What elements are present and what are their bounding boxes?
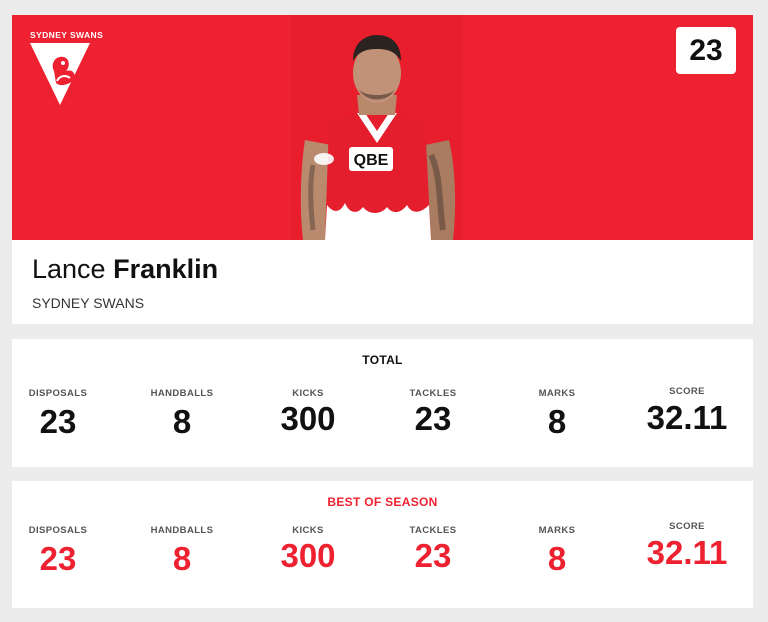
jersey-number-badge: 23: [676, 27, 736, 74]
total-stats-card: TOTAL DISPOSALS 23 HANDBALLS 8 KICKS 300…: [12, 339, 753, 467]
stat-value: 8: [547, 540, 567, 577]
stat-label: KICKS: [292, 388, 324, 399]
stat-label: TACKLES: [409, 525, 457, 536]
stat-label: SCORE: [669, 386, 705, 397]
stat-label: DISPOSALS: [28, 525, 88, 536]
stat-value: 23: [39, 403, 77, 440]
total-stat-disposals: DISPOSALS 23: [3, 388, 113, 438]
stat-value: 8: [172, 540, 192, 577]
stat-value: 8: [172, 403, 192, 440]
stat-label: SCORE: [669, 521, 705, 532]
team-logo: SYDNEY SWANS: [30, 30, 104, 105]
stat-value: 23: [39, 540, 77, 577]
player-last-name: Franklin: [113, 254, 219, 284]
best-stat-marks: MARKS 8: [502, 525, 612, 575]
stat-value: 8: [547, 403, 567, 440]
player-hero-banner: SYDNEY SWANS 23 QBE: [12, 15, 753, 240]
total-stat-marks: MARKS 8: [502, 388, 612, 438]
stat-label: MARKS: [538, 388, 576, 399]
stat-value: 23: [414, 537, 452, 574]
best-stat-tackles: TACKLES 23: [378, 525, 488, 572]
stat-label: KICKS: [292, 525, 324, 536]
player-info-card: Lance Franklin SYDNEY SWANS: [12, 240, 753, 324]
best-stat-score: SCORE 32.11: [632, 521, 742, 569]
swan-logo-icon: [30, 43, 90, 105]
best-stat-disposals: DISPOSALS 23: [3, 525, 113, 575]
player-name: Lance Franklin: [32, 254, 218, 285]
best-of-season-card: BEST OF SEASON DISPOSALS 23 HANDBALLS 8 …: [12, 481, 753, 608]
stat-label: HANDBALLS: [150, 525, 214, 536]
player-photo: QBE: [300, 35, 456, 240]
best-stat-handballs: HANDBALLS 8: [127, 525, 237, 575]
stat-label: DISPOSALS: [28, 388, 88, 399]
stat-value: 32.11: [646, 399, 728, 436]
stat-label: TACKLES: [409, 388, 457, 399]
svg-text:QBE: QBE: [354, 152, 389, 169]
best-of-season-title: BEST OF SEASON: [327, 495, 438, 509]
team-logo-text: SYDNEY SWANS: [30, 30, 104, 40]
total-stat-score: SCORE 32.11: [632, 386, 742, 434]
player-first-name: Lance: [32, 254, 106, 284]
stat-value: 300: [280, 400, 336, 437]
stat-value: 23: [414, 400, 452, 437]
stat-value: 32.11: [646, 534, 728, 571]
stat-label: HANDBALLS: [150, 388, 214, 399]
total-stat-tackles: TACKLES 23: [378, 388, 488, 435]
total-stat-kicks: KICKS 300: [253, 388, 363, 435]
stat-label: MARKS: [538, 525, 576, 536]
best-stat-kicks: KICKS 300: [253, 525, 363, 572]
total-stat-handballs: HANDBALLS 8: [127, 388, 237, 438]
stat-value: 300: [280, 537, 336, 574]
total-stats-title: TOTAL: [362, 353, 403, 367]
team-name: SYDNEY SWANS: [32, 295, 145, 311]
